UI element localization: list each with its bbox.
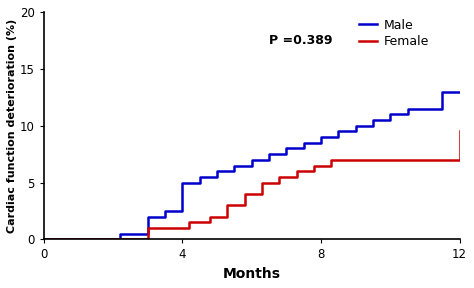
Legend: Male, Female: Male, Female [354,14,434,53]
X-axis label: Months: Months [223,267,281,281]
Y-axis label: Cardiac function deterioration (%): Cardiac function deterioration (%) [7,19,17,233]
Text: P =0.389: P =0.389 [269,34,332,47]
